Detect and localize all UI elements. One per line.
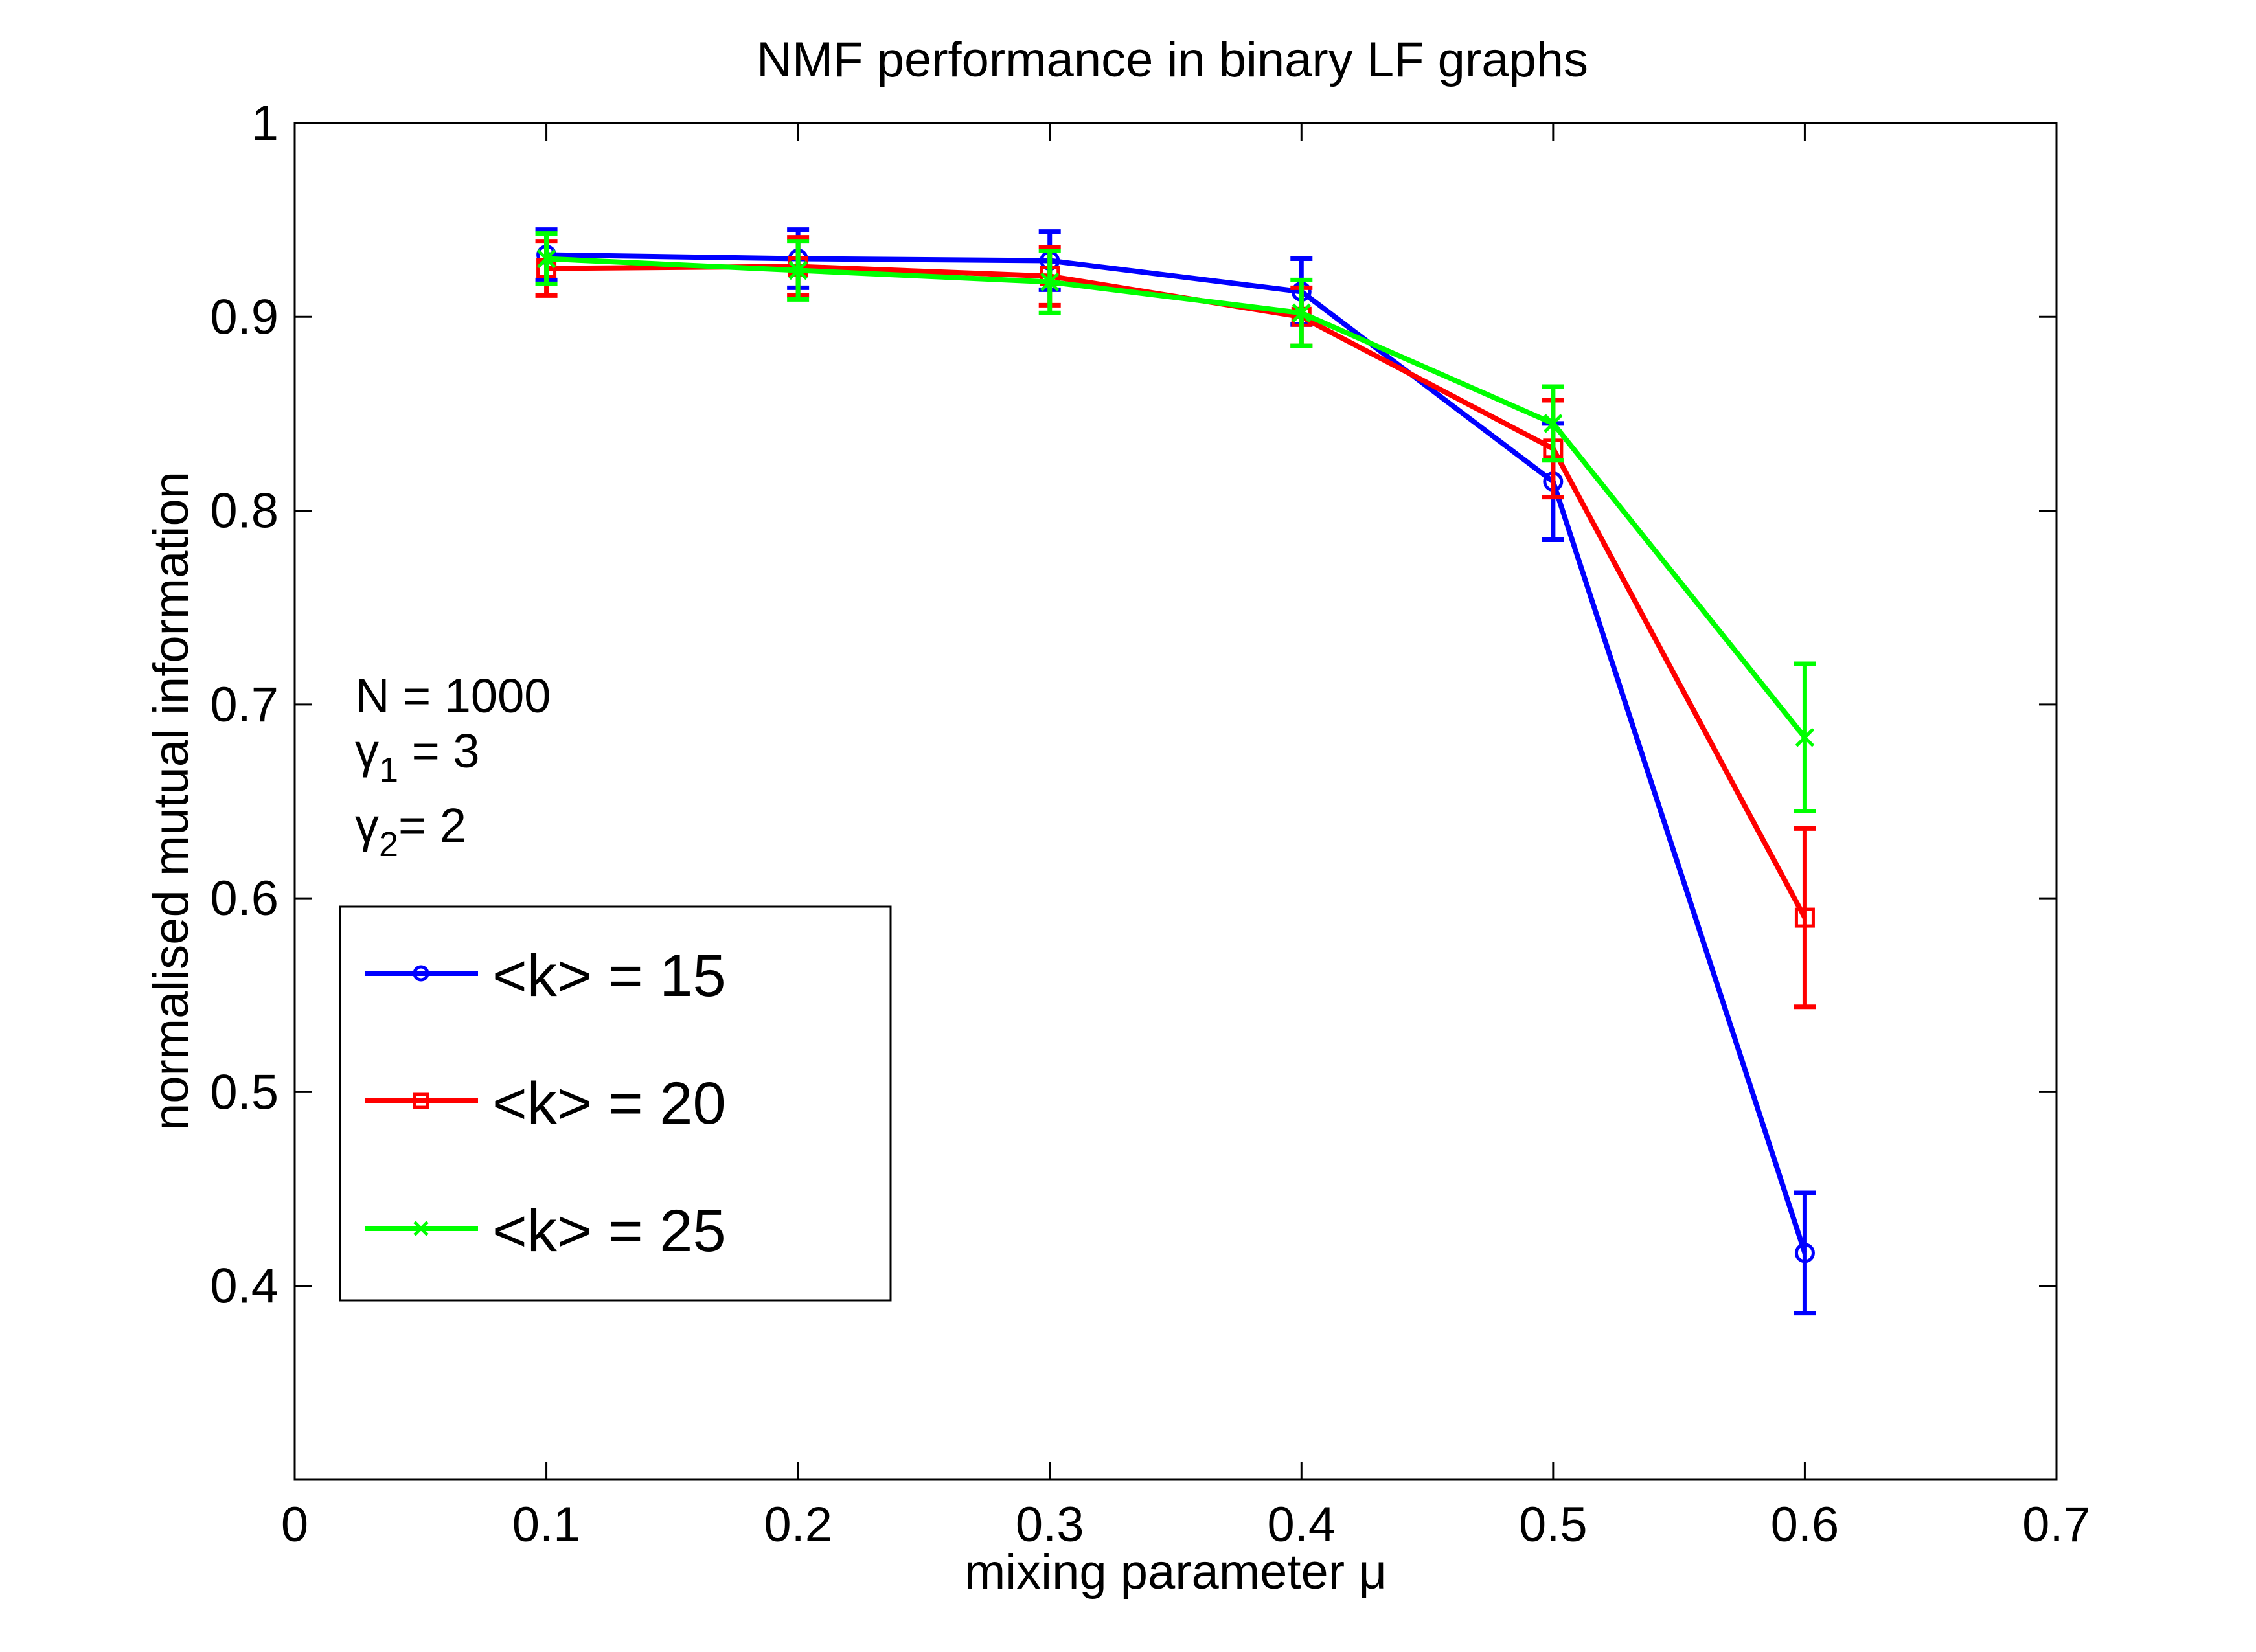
- x-tick-label: 0.1: [512, 1497, 581, 1552]
- gamma1-symbol: γ: [355, 724, 379, 778]
- gamma2-symbol: γ: [355, 798, 379, 852]
- data-point: [788, 260, 808, 280]
- error-bar: [1794, 826, 1816, 1010]
- data-point: [536, 249, 556, 269]
- legend-label-k20: <k> = 20: [492, 1070, 726, 1137]
- y-axis-label: normalised mutual information: [144, 471, 199, 1131]
- legend-items: [365, 965, 478, 1236]
- x-tick-label: 0.7: [2022, 1497, 2091, 1552]
- gamma1-value: = 3: [398, 724, 480, 778]
- y-tick-label: 0.4: [210, 1259, 279, 1314]
- x-tick-label: 0.2: [764, 1497, 832, 1552]
- data-point-b: [536, 249, 556, 269]
- parameter-annotation: N = 1000 γ1 = 3 γ2= 2: [355, 669, 551, 864]
- y-tick-label: 0.7: [210, 677, 279, 732]
- data-point: [1794, 1243, 1815, 1263]
- legend-label-k25: <k> = 25: [492, 1198, 726, 1264]
- data-point-b: [788, 260, 808, 280]
- data-point: [1794, 907, 1815, 928]
- gamma2-label: γ2= 2: [355, 798, 466, 864]
- data-point: [1544, 414, 1563, 433]
- legend-marker-b: [413, 1221, 429, 1236]
- series-layer: [535, 227, 1816, 1316]
- n-label: N = 1000: [355, 669, 551, 723]
- data-point: [1795, 727, 1815, 747]
- chart-title: NMF performance in binary LF graphs: [757, 32, 1588, 87]
- y-tick-label: 0.9: [210, 289, 279, 345]
- legend-marker: [413, 965, 429, 982]
- error-bar: [1794, 1190, 1816, 1316]
- gamma2-subscript: 2: [379, 825, 398, 864]
- data-point: [1292, 303, 1312, 323]
- data-point-b: [1795, 727, 1815, 747]
- y-tick-label: 1: [251, 96, 279, 151]
- axis-ticks: 0 0.1 0.2 0.3 0.4 0.5 0.6 0.7 0.4 0.5 0.6 0.7 0.8 0.9…: [210, 96, 2090, 1552]
- series-line: [546, 256, 1807, 740]
- x-tick-label: 0.4: [1267, 1497, 1336, 1552]
- data-point-b: [1544, 414, 1563, 433]
- y-tick-label: 0.5: [210, 1065, 279, 1120]
- x-tick-label: 0: [281, 1497, 308, 1552]
- x-tick-label: 0.6: [1771, 1497, 1840, 1552]
- data-point-b: [1040, 272, 1060, 292]
- x-tick-label: 0.5: [1519, 1497, 1588, 1552]
- x-tick-label: 0.3: [1016, 1497, 1084, 1552]
- x-axis-label: mixing parameter μ: [964, 1545, 1387, 1600]
- gamma1-label: γ1 = 3: [355, 724, 480, 789]
- gamma2-value: = 2: [398, 798, 466, 852]
- data-point: [1040, 272, 1060, 292]
- series-line: [546, 252, 1808, 1254]
- gamma1-subscript: 1: [379, 751, 398, 789]
- legend-label-k15: <k> = 15: [492, 943, 726, 1009]
- series-3: [535, 231, 1816, 813]
- data-point-b: [1292, 303, 1312, 323]
- legend-marker: [413, 1092, 429, 1109]
- legend: <k> = 15 <k> = 20 <k> = 25: [339, 905, 892, 1302]
- y-tick-label: 0.8: [210, 484, 279, 539]
- legend-marker: [413, 1221, 429, 1236]
- y-tick-label: 0.6: [210, 871, 279, 926]
